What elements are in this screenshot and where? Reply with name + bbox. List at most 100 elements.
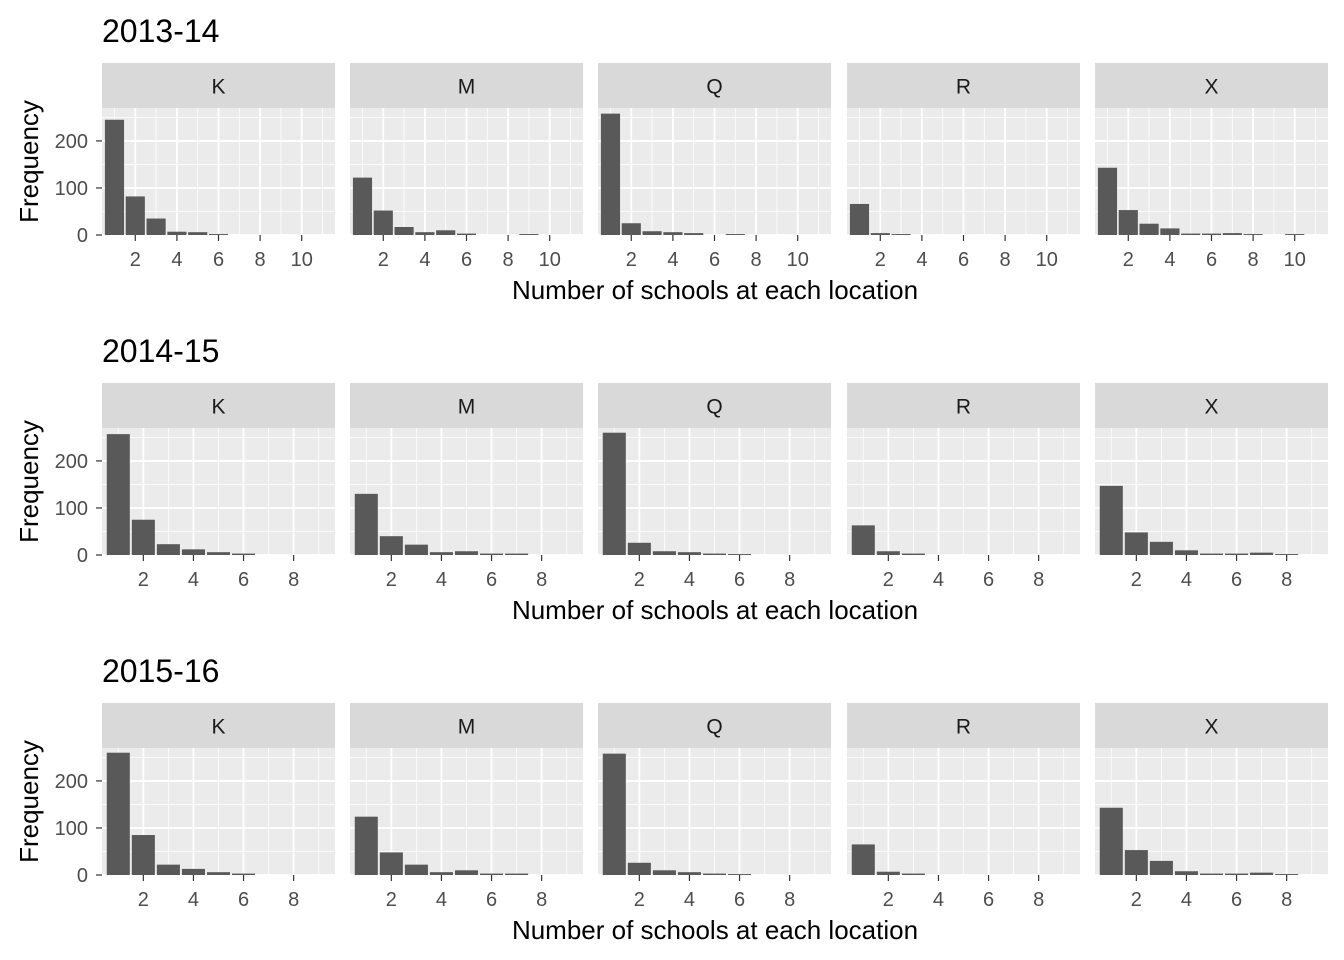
histogram-bar — [206, 872, 231, 875]
histogram-bar — [415, 232, 435, 235]
histogram-bar — [1149, 860, 1173, 875]
x-tick-label: 4 — [684, 569, 695, 591]
histogram-bar — [677, 872, 701, 875]
histogram-bar — [208, 234, 229, 235]
facet-strip — [350, 383, 583, 428]
y-tick-label: 200 — [55, 451, 88, 473]
facet-strip-label: R — [956, 716, 971, 739]
x-tick-label: 6 — [1231, 889, 1242, 911]
x-tick-label: 2 — [386, 889, 397, 911]
histogram-bar — [652, 551, 676, 555]
x-tick-label: 6 — [1231, 569, 1242, 591]
facet-strip-label: K — [211, 76, 225, 99]
histogram-bar — [1225, 553, 1249, 555]
facet-panel-R: R 2 4 6 8 10 — [847, 63, 1080, 271]
x-tick-label: 2 — [386, 569, 397, 591]
facet-strip — [1095, 383, 1328, 428]
row-title: 2014-15 — [102, 333, 219, 369]
histogram-bar — [1181, 233, 1201, 235]
x-tick-label: 6 — [958, 249, 969, 271]
x-axis-title: Number of schools at each location — [512, 275, 918, 305]
facet-panel-K: K 2 4 6 8 — [102, 383, 335, 591]
histogram-bar — [1243, 234, 1263, 235]
histogram-bar — [146, 218, 166, 235]
facet-strip — [102, 63, 335, 108]
x-tick-label: 8 — [751, 249, 762, 271]
histogram-bar — [1149, 541, 1173, 555]
histogram-bar — [188, 232, 208, 235]
facet-panel-Q: Q 2 4 6 8 10 — [598, 63, 831, 271]
x-tick-label: 6 — [983, 889, 994, 911]
y-axis-title: Frequency — [14, 420, 44, 543]
histogram-bar — [373, 210, 393, 235]
facet-strip-label: X — [1204, 76, 1218, 99]
histogram-bar — [394, 227, 414, 235]
histogram-bar — [1160, 228, 1180, 235]
facet-row-2015-16: 2015-16 Frequency 0 100 200 K 2 4 6 8 M 2 4 6 8 Q 2 4 6 8 R 2… — [14, 653, 1328, 945]
x-tick-label: 10 — [1036, 249, 1058, 271]
x-tick-label: 4 — [171, 249, 182, 271]
histogram-bar — [206, 552, 231, 555]
facet-strip — [847, 63, 1080, 108]
histogram-bar — [167, 231, 187, 235]
histogram-bar — [454, 870, 479, 875]
x-tick-label: 8 — [1281, 889, 1292, 911]
y-axis-title: Frequency — [14, 740, 44, 863]
facet-strip-label: Q — [706, 716, 722, 739]
x-tick-label: 2 — [1123, 249, 1134, 271]
x-tick-label: 4 — [667, 249, 678, 271]
histogram-bar — [621, 223, 641, 235]
y-tick-label: 0 — [77, 865, 88, 887]
histogram-bar — [728, 554, 752, 555]
facet-panel-R: R 2 4 6 8 — [847, 383, 1080, 591]
facet-strip — [847, 703, 1080, 748]
x-tick-label: 6 — [486, 569, 497, 591]
facet-panel-K: K 2 4 6 8 10 — [102, 63, 335, 271]
histogram-bar — [404, 544, 428, 555]
histogram-bar — [602, 753, 626, 875]
x-tick-label: 6 — [983, 569, 994, 591]
facet-panel-M: M 2 4 6 8 — [350, 383, 583, 591]
facet-strip-label: X — [1204, 396, 1218, 419]
x-tick-label: 6 — [709, 249, 720, 271]
histogram-bar — [106, 752, 130, 875]
histogram-bar — [1222, 233, 1242, 235]
x-tick-label: 6 — [461, 249, 472, 271]
x-tick-label: 8 — [1033, 889, 1044, 911]
histogram-bar — [456, 233, 477, 235]
x-tick-label: 4 — [436, 889, 447, 911]
histogram-bar — [354, 816, 378, 875]
x-tick-label: 2 — [130, 249, 141, 271]
facet-strip — [598, 703, 831, 748]
y-tick-label: 100 — [55, 818, 88, 840]
x-tick-label: 4 — [1181, 569, 1192, 591]
x-tick-label: 2 — [875, 249, 886, 271]
x-tick-label: 10 — [539, 249, 561, 271]
x-tick-label: 2 — [634, 889, 645, 911]
x-tick-label: 4 — [1181, 889, 1192, 911]
row-title: 2015-16 — [102, 653, 219, 689]
histogram-bar — [602, 432, 626, 555]
histogram-bar — [684, 233, 704, 235]
histogram-bar — [1124, 850, 1148, 875]
histogram-bar — [519, 234, 539, 235]
facet-strip-label: K — [211, 716, 225, 739]
facet-panel-K: K 2 4 6 8 — [102, 703, 335, 911]
histogram-bar — [1174, 550, 1198, 555]
histogram-bar — [181, 868, 205, 875]
facet-panel-Q: Q 2 4 6 8 — [598, 703, 831, 911]
x-tick-label: 4 — [188, 889, 199, 911]
histogram-bar — [851, 844, 875, 875]
facet-strip — [350, 63, 583, 108]
x-tick-label: 4 — [1164, 249, 1175, 271]
x-tick-label: 8 — [288, 569, 299, 591]
x-tick-label: 8 — [503, 249, 514, 271]
facet-panel-X: X 2 4 6 8 — [1095, 383, 1328, 591]
histogram-bar — [505, 873, 529, 875]
facet-panel-M: M 2 4 6 8 — [350, 703, 583, 911]
x-tick-label: 6 — [734, 569, 745, 591]
facet-panel-M: M 2 4 6 8 10 — [350, 63, 583, 271]
x-tick-label: 2 — [634, 569, 645, 591]
x-tick-label: 8 — [1033, 569, 1044, 591]
